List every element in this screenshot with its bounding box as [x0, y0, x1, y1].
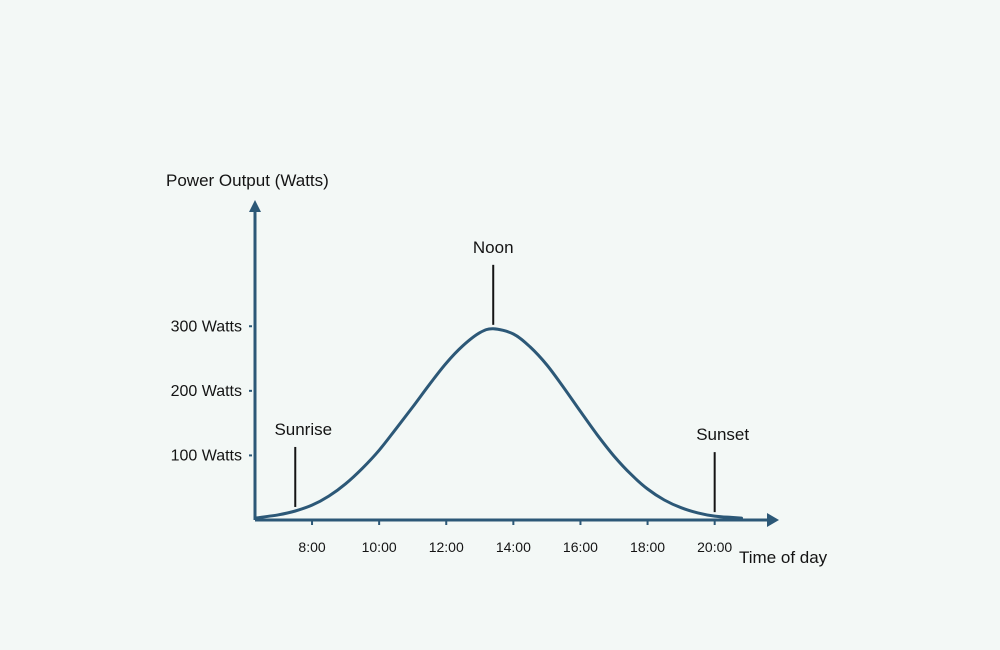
power-curve-layer [253, 327, 743, 520]
y-tick-label: 200 Watts [171, 383, 242, 400]
x-tick-label: 14:00 [496, 539, 531, 555]
y-axis-title: Power Output (Watts) [166, 171, 329, 190]
y-tick-label: 100 Watts [171, 447, 242, 464]
annotation-label: Noon [473, 238, 514, 257]
annotation-label: Sunset [696, 425, 749, 444]
y-tick-label: 300 Watts [171, 318, 242, 335]
x-axis-title: Time of day [739, 548, 828, 567]
power-output-curve [253, 327, 743, 520]
annotations: Sunrise Noon Sunset [274, 238, 749, 513]
y-axis-arrow-icon [249, 200, 261, 212]
tick-marks: 8:00 10:00 12:00 14:00 16:00 18:00 20:00 100 Wa… [171, 318, 733, 555]
x-tick-label: 8:00 [298, 539, 325, 555]
x-axis-arrow-icon [767, 513, 779, 527]
axes [249, 200, 779, 527]
x-tick-label: 20:00 [697, 539, 732, 555]
annotation-label: Sunrise [274, 420, 332, 439]
x-tick-label: 16:00 [563, 539, 598, 555]
x-tick-label: 12:00 [429, 539, 464, 555]
x-tick-label: 18:00 [630, 539, 665, 555]
x-tick-label: 10:00 [362, 539, 397, 555]
